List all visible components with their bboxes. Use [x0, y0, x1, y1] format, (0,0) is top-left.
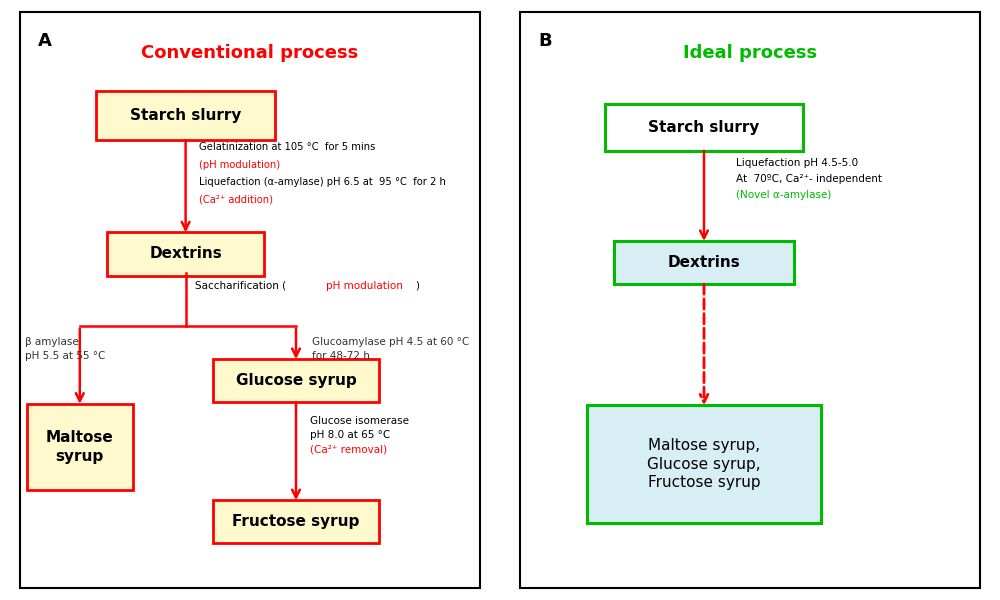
- Text: At  70ºC, Ca²⁺- independent: At 70ºC, Ca²⁺- independent: [736, 174, 882, 184]
- Text: Fructose syrup: Fructose syrup: [232, 514, 360, 529]
- Text: (Ca²⁺ removal): (Ca²⁺ removal): [310, 445, 387, 455]
- Text: Starch slurry: Starch slurry: [648, 119, 760, 134]
- Text: Ideal process: Ideal process: [683, 44, 817, 62]
- FancyBboxPatch shape: [587, 405, 821, 523]
- FancyBboxPatch shape: [614, 241, 794, 284]
- Text: Saccharification (: Saccharification (: [195, 281, 286, 290]
- Text: Liquefaction pH 4.5-5.0: Liquefaction pH 4.5-5.0: [736, 158, 858, 168]
- Text: Glucoamylase pH 4.5 at 60 °C
for 48-72 h: Glucoamylase pH 4.5 at 60 °C for 48-72 h: [312, 337, 469, 361]
- Text: (Ca²⁺ addition): (Ca²⁺ addition): [199, 194, 273, 204]
- Text: Dextrins: Dextrins: [149, 247, 222, 262]
- FancyBboxPatch shape: [27, 404, 133, 490]
- Text: ): ): [416, 281, 420, 290]
- Text: Glucose isomerase: Glucose isomerase: [310, 416, 409, 426]
- Text: (pH modulation): (pH modulation): [199, 160, 281, 170]
- Text: Glucose syrup: Glucose syrup: [236, 373, 356, 388]
- FancyBboxPatch shape: [107, 232, 264, 275]
- Text: Conventional process: Conventional process: [141, 44, 359, 62]
- Text: β amylase
pH 5.5 at 55 °C: β amylase pH 5.5 at 55 °C: [25, 337, 105, 361]
- Text: Starch slurry: Starch slurry: [130, 108, 241, 123]
- Text: Gelatinization at 105 °C  for 5 mins: Gelatinization at 105 °C for 5 mins: [199, 142, 376, 152]
- Text: (Novel α-amylase): (Novel α-amylase): [736, 190, 832, 200]
- Text: pH modulation: pH modulation: [326, 281, 403, 290]
- Text: Maltose syrup,
Glucose syrup,
Fructose syrup: Maltose syrup, Glucose syrup, Fructose s…: [647, 438, 761, 490]
- FancyBboxPatch shape: [605, 104, 803, 151]
- Text: Liquefaction (α-amylase) pH 6.5 at  95 °C  for 2 h: Liquefaction (α-amylase) pH 6.5 at 95 °C…: [199, 177, 446, 187]
- Text: pH 8.0 at 65 °C: pH 8.0 at 65 °C: [310, 430, 390, 440]
- Text: A: A: [38, 32, 52, 50]
- FancyBboxPatch shape: [213, 500, 379, 544]
- Text: B: B: [538, 32, 552, 50]
- FancyBboxPatch shape: [213, 359, 379, 402]
- FancyBboxPatch shape: [96, 91, 275, 140]
- Text: Maltose
syrup: Maltose syrup: [46, 430, 114, 464]
- Text: Dextrins: Dextrins: [668, 255, 740, 270]
